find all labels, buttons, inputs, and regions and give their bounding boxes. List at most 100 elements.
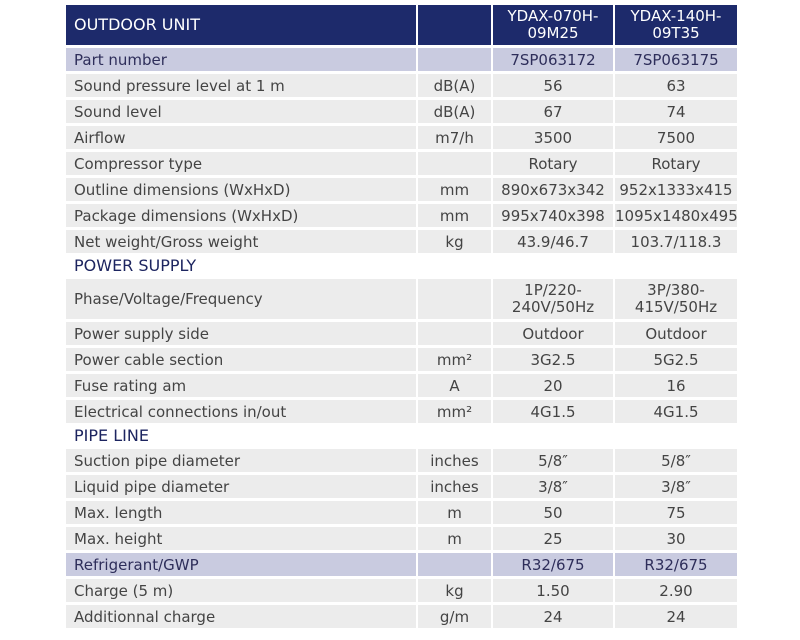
model-1-value: 1P/220-240V/50Hz xyxy=(491,279,613,319)
spec-label: Compressor type xyxy=(66,152,416,175)
model-1-value: R32/675 xyxy=(491,553,613,576)
section-header-row: POWER SUPPLY xyxy=(66,256,737,276)
spec-unit: m xyxy=(416,501,491,524)
table-row: Fuse rating am A 20 16 xyxy=(66,374,737,397)
spec-unit: mm² xyxy=(416,348,491,371)
table-row: Phase/Voltage/Frequency 1P/220-240V/50Hz 3… xyxy=(66,279,737,319)
spec-label: Max. length xyxy=(66,501,416,524)
model-1-header: YDAX-070H-09M25 xyxy=(491,5,613,45)
table-row: Airflow m7/h 3500 7500 xyxy=(66,126,737,149)
header-unit-cell xyxy=(416,5,491,45)
model-1-value: 890x673x342 xyxy=(491,178,613,201)
spec-label: Part number xyxy=(66,48,416,71)
model-1-value: 25 xyxy=(491,527,613,550)
model-2-value: Rotary xyxy=(613,152,737,175)
spec-label: Power supply side xyxy=(66,322,416,345)
spec-unit: mm² xyxy=(416,400,491,423)
spec-label: Liquid pipe diameter xyxy=(66,475,416,498)
model-2-value: Outdoor xyxy=(613,322,737,345)
spec-unit: kg xyxy=(416,230,491,253)
spec-unit: mm xyxy=(416,178,491,201)
model-1-value: 995x740x398 xyxy=(491,204,613,227)
model-1-value: 20 xyxy=(491,374,613,397)
model-1-value: 56 xyxy=(491,74,613,97)
model-2-value: 7500 xyxy=(613,126,737,149)
spec-label: Sound pressure level at 1 m xyxy=(66,74,416,97)
model-1-value: 7SP063172 xyxy=(491,48,613,71)
spec-label: Power cable section xyxy=(66,348,416,371)
model-1-value: 3/8″ xyxy=(491,475,613,498)
table-row: Max. length m 50 75 xyxy=(66,501,737,524)
model-2-value: R32/675 xyxy=(613,553,737,576)
table-row: Power supply side Outdoor Outdoor xyxy=(66,322,737,345)
model-2-value: 103.7/118.3 xyxy=(613,230,737,253)
table-row: Sound pressure level at 1 m dB(A) 56 63 xyxy=(66,74,737,97)
table-row: Max. height m 25 30 xyxy=(66,527,737,550)
spec-label: Refrigerant/GWP xyxy=(66,553,416,576)
table-row: Suction pipe diameter inches 5/8″ 5/8″ xyxy=(66,449,737,472)
model-2-value: 5/8″ xyxy=(613,449,737,472)
table-header-row: OUTDOOR UNIT YDAX-070H-09M25 YDAX-140H-0… xyxy=(66,5,737,45)
table-row: Outline dimensions (WxHxD) mm 890x673x342 9… xyxy=(66,178,737,201)
model-1-value: 3G2.5 xyxy=(491,348,613,371)
spec-label: Electrical connections in/out xyxy=(66,400,416,423)
spec-label: Outline dimensions (WxHxD) xyxy=(66,178,416,201)
model-2-value: 2.90 xyxy=(613,579,737,602)
model-2-value: 1095x1480x495 xyxy=(613,204,738,227)
model-1-value: 50 xyxy=(491,501,613,524)
model-2-value: 74 xyxy=(613,100,737,123)
model-2-value: 24 xyxy=(613,605,737,628)
table-row: Net weight/Gross weight kg 43.9/46.7 103.7/… xyxy=(66,230,737,253)
model-2-value: 16 xyxy=(613,374,737,397)
model-2-value: 3P/380-415V/50Hz xyxy=(613,279,737,319)
spec-label: Additionnal charge xyxy=(66,605,416,628)
table-row: Sound level dB(A) 67 74 xyxy=(66,100,737,123)
spec-unit xyxy=(416,279,491,319)
model-2-value: 63 xyxy=(613,74,737,97)
spec-unit xyxy=(416,152,491,175)
spec-label: Net weight/Gross weight xyxy=(66,230,416,253)
model-1-value: Rotary xyxy=(491,152,613,175)
spec-unit: g/m xyxy=(416,605,491,628)
table-row: Electrical connections in/out mm² 4G1.5 4G1… xyxy=(66,400,737,423)
table-row: Compressor type Rotary Rotary xyxy=(66,152,737,175)
outdoor-unit-spec-table: OUTDOOR UNIT YDAX-070H-09M25 YDAX-140H-0… xyxy=(66,2,738,631)
spec-unit: mm xyxy=(416,204,491,227)
spec-unit xyxy=(416,322,491,345)
spec-label: Phase/Voltage/Frequency xyxy=(66,279,416,319)
table-row: Power cable section mm² 3G2.5 5G2.5 xyxy=(66,348,737,371)
model-2-value: 3/8″ xyxy=(613,475,737,498)
spec-unit: dB(A) xyxy=(416,100,491,123)
spec-label: Airflow xyxy=(66,126,416,149)
spec-unit xyxy=(416,553,491,576)
model-2-value: 30 xyxy=(613,527,737,550)
section-header-row: PIPE LINE xyxy=(66,426,737,446)
spec-unit: m xyxy=(416,527,491,550)
model-2-value: 4G1.5 xyxy=(613,400,737,423)
spec-unit xyxy=(416,48,491,71)
model-2-value: 75 xyxy=(613,501,737,524)
model-2-header: YDAX-140H-09T35 xyxy=(613,5,737,45)
table-row: Charge (5 m) kg 1.50 2.90 xyxy=(66,579,737,602)
spec-unit: A xyxy=(416,374,491,397)
table-row: Package dimensions (WxHxD) mm 995x740x398 1… xyxy=(66,204,738,227)
model-2-value: 5G2.5 xyxy=(613,348,737,371)
model-1-value: 67 xyxy=(491,100,613,123)
table-row: Refrigerant/GWP R32/675 R32/675 xyxy=(66,553,737,576)
spec-table-body: OUTDOOR UNIT YDAX-070H-09M25 YDAX-140H-0… xyxy=(66,5,738,628)
spec-unit: inches xyxy=(416,449,491,472)
model-1-value: 5/8″ xyxy=(491,449,613,472)
section-title: POWER SUPPLY xyxy=(66,256,737,276)
model-1-value: 3500 xyxy=(491,126,613,149)
model-2-value: 952x1333x415 xyxy=(613,178,737,201)
spec-unit: m7/h xyxy=(416,126,491,149)
spec-label: Package dimensions (WxHxD) xyxy=(66,204,416,227)
spec-label: Suction pipe diameter xyxy=(66,449,416,472)
spec-label: Sound level xyxy=(66,100,416,123)
spec-unit: kg xyxy=(416,579,491,602)
table-row: Part number 7SP063172 7SP063175 xyxy=(66,48,737,71)
spec-unit: inches xyxy=(416,475,491,498)
model-1-value: 4G1.5 xyxy=(491,400,613,423)
model-2-value: 7SP063175 xyxy=(613,48,737,71)
table-title: OUTDOOR UNIT xyxy=(66,5,416,45)
